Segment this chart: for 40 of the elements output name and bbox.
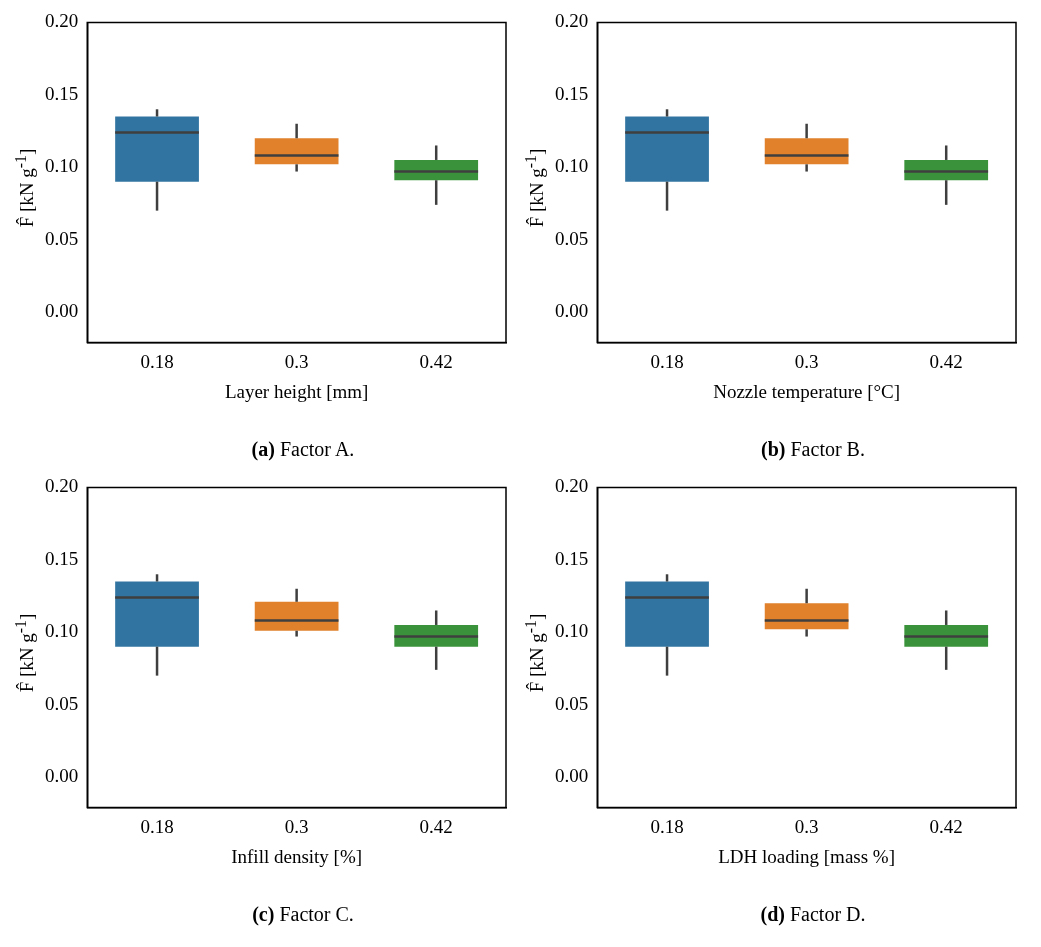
x-tick-label: 0.18 bbox=[650, 815, 684, 837]
x-tick-label: 0.42 bbox=[929, 815, 963, 837]
y-tick-label: 0.10 bbox=[555, 155, 589, 177]
y-tick-label: 0.05 bbox=[45, 227, 79, 249]
y-tick-label: 0.00 bbox=[45, 764, 79, 786]
x-axis-title: LDH loading [mass %] bbox=[718, 845, 896, 867]
x-tick-label: 0.3 bbox=[284, 350, 309, 372]
x-tick-label: 0.42 bbox=[419, 815, 453, 837]
x-tick-label: 0.18 bbox=[650, 350, 684, 372]
y-tick-label: 0.20 bbox=[45, 475, 79, 497]
y-tick-label: 0.05 bbox=[555, 692, 589, 714]
y-tick-label: 0.05 bbox=[45, 692, 79, 714]
y-tick-label: 0.10 bbox=[45, 155, 79, 177]
y-tick-label: 0.15 bbox=[45, 547, 79, 569]
text: (a) Factor A. bbox=[250, 438, 356, 461]
x-tick-label: 0.3 bbox=[794, 815, 819, 837]
y-tick-label: 0.15 bbox=[555, 547, 589, 569]
y-tick-label: 0.00 bbox=[555, 299, 589, 321]
y-tick-label: 0.00 bbox=[45, 299, 79, 321]
x-tick-label: 0.3 bbox=[284, 815, 309, 837]
x-tick-label: 0.18 bbox=[140, 815, 174, 837]
x-axis-title: Infill density [%] bbox=[231, 845, 363, 867]
y-tick-label: 0.10 bbox=[555, 620, 589, 642]
text: (b) Factor B. bbox=[760, 438, 866, 461]
y-tick-label: 0.20 bbox=[555, 475, 589, 497]
x-tick-label: 0.42 bbox=[419, 350, 453, 372]
y-tick-label: 0.20 bbox=[555, 10, 589, 32]
text: (d) Factor D. bbox=[759, 903, 867, 926]
y-tick-label: 0.20 bbox=[45, 10, 79, 32]
y-tick-label: 0.15 bbox=[555, 82, 589, 104]
y-tick-label: 0.15 bbox=[45, 82, 79, 104]
x-tick-label: 0.3 bbox=[794, 350, 819, 372]
x-tick-label: 0.18 bbox=[140, 350, 174, 372]
text: (c) Factor C. bbox=[251, 903, 355, 926]
y-tick-label: 0.00 bbox=[555, 764, 589, 786]
x-tick-label: 0.42 bbox=[929, 350, 963, 372]
y-tick-label: 0.10 bbox=[45, 620, 79, 642]
x-axis-title: Nozzle temperature [°C] bbox=[713, 380, 901, 402]
x-axis-title: Layer height [mm] bbox=[224, 380, 369, 402]
y-tick-label: 0.05 bbox=[555, 227, 589, 249]
